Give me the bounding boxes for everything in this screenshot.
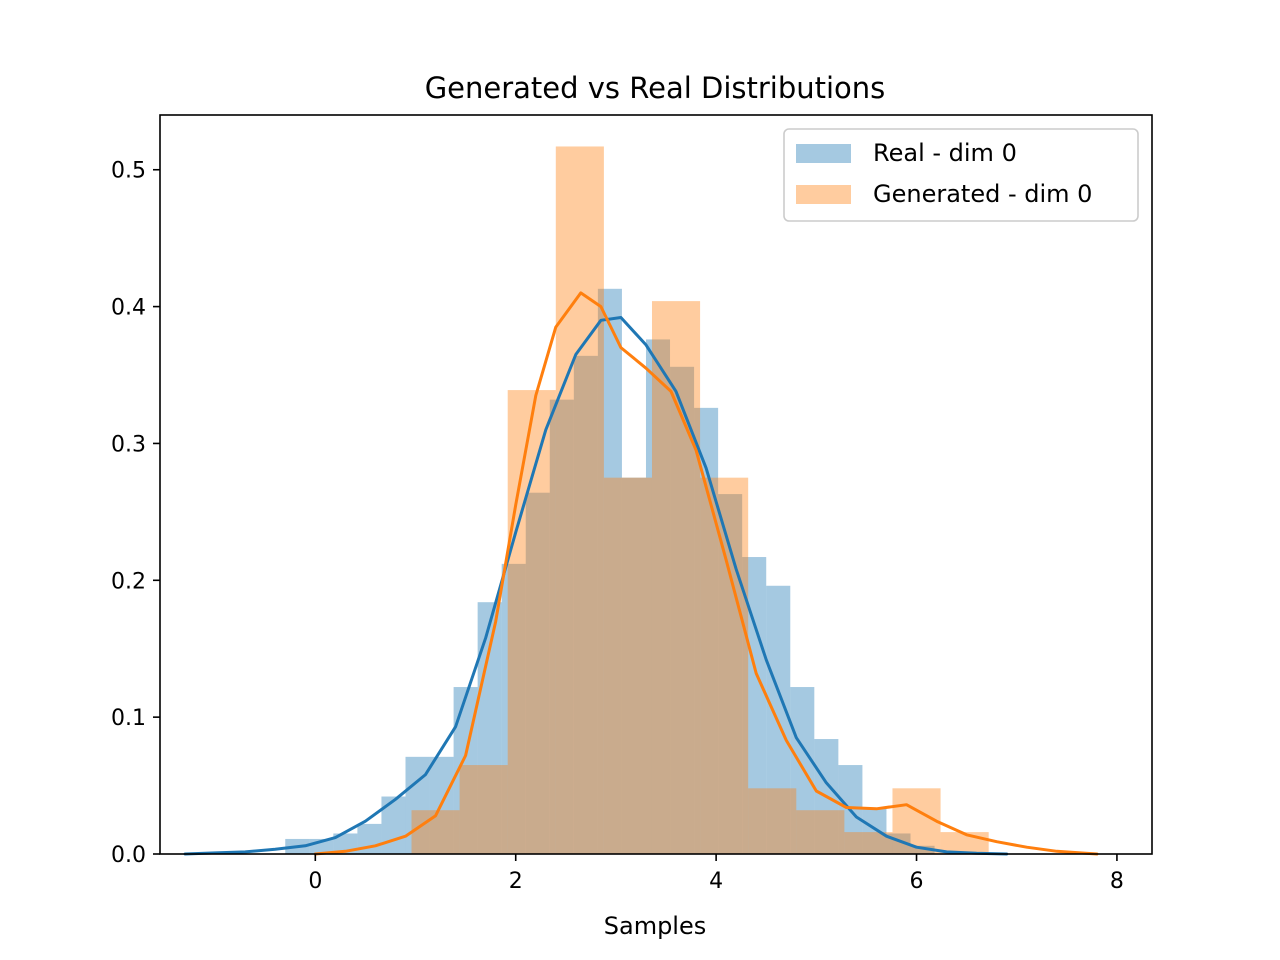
legend-label-generated: Generated - dim 0 xyxy=(873,180,1092,208)
y-tick-label-2: 0.2 xyxy=(111,569,146,594)
chart-title: Generated vs Real Distributions xyxy=(425,71,886,105)
legend-swatch-generated xyxy=(796,185,851,204)
kde-lines xyxy=(183,291,1099,856)
generated-bar-3 xyxy=(459,765,508,854)
plot-area xyxy=(183,146,1099,856)
x-tick-label-0: 0 xyxy=(308,869,322,894)
series-real-bars xyxy=(285,288,935,855)
x-tick-label-2: 4 xyxy=(709,869,723,894)
real-bar-13 xyxy=(597,288,622,854)
y-tick-label-1: 0.1 xyxy=(111,706,146,731)
generated-bar-7 xyxy=(651,301,701,854)
real-bar-15 xyxy=(645,339,671,855)
x-axis: 0 2 4 6 8 xyxy=(308,854,1124,894)
x-axis-label: Samples xyxy=(604,912,707,940)
y-tick-label-5: 0.5 xyxy=(111,159,146,184)
real-bar-9 xyxy=(501,563,526,854)
generated-bar-5 xyxy=(555,146,604,854)
real-bar-19 xyxy=(742,557,767,854)
generated-bar-6 xyxy=(603,477,652,854)
legend-label-real: Real - dim 0 xyxy=(873,139,1017,167)
x-tick-label-3: 6 xyxy=(910,869,924,894)
real-bar-14 xyxy=(621,477,646,854)
generated-bar-4 xyxy=(507,390,556,854)
legend: Real - dim 0 Generated - dim 0 xyxy=(783,128,1139,222)
legend-swatch-real xyxy=(796,144,851,163)
real-bar-26 xyxy=(910,845,935,854)
generated-bar-11 xyxy=(844,832,893,854)
real-bar-24 xyxy=(862,807,887,854)
real-bar-16 xyxy=(670,366,695,854)
generated-kde-line xyxy=(313,291,1099,856)
y-tick-label-3: 0.3 xyxy=(111,432,146,457)
generated-bar-10 xyxy=(796,810,845,854)
real-bar-10 xyxy=(525,492,550,854)
x-tick-label-1: 2 xyxy=(509,869,523,894)
generated-bar-8 xyxy=(700,477,749,854)
y-tick-label-4: 0.4 xyxy=(111,296,146,321)
real-bar-21 xyxy=(790,687,815,854)
real-kde-line xyxy=(183,316,1009,856)
legend-box xyxy=(783,128,1139,222)
generated-bar-9 xyxy=(748,788,797,854)
y-axis: 0.0 0.1 0.2 0.3 0.4 0.5 xyxy=(111,159,160,868)
plot-frame xyxy=(159,114,1153,855)
y-tick-label-0: 0.0 xyxy=(111,843,146,868)
real-bar-12 xyxy=(573,355,598,854)
x-tick-label-4: 8 xyxy=(1110,869,1124,894)
real-bar-11 xyxy=(549,399,574,854)
generated-bar-12 xyxy=(892,788,941,854)
